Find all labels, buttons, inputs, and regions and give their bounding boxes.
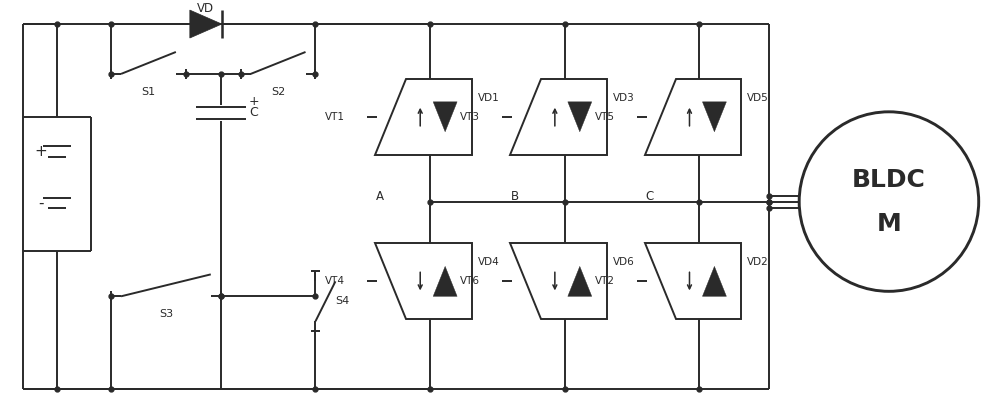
Text: VD6: VD6 bbox=[613, 257, 634, 268]
Text: -: - bbox=[38, 196, 44, 210]
Text: VD4: VD4 bbox=[478, 257, 500, 268]
Circle shape bbox=[799, 112, 979, 291]
Text: A: A bbox=[376, 190, 384, 203]
Text: VT6: VT6 bbox=[460, 276, 480, 286]
Text: +: + bbox=[35, 144, 48, 159]
Text: VD2: VD2 bbox=[747, 257, 769, 268]
Text: VD1: VD1 bbox=[478, 93, 500, 103]
Text: VT2: VT2 bbox=[595, 276, 615, 286]
Text: VT3: VT3 bbox=[460, 112, 480, 122]
Polygon shape bbox=[568, 102, 592, 132]
Text: VD5: VD5 bbox=[747, 93, 769, 103]
Polygon shape bbox=[190, 10, 222, 38]
Text: VD: VD bbox=[197, 2, 214, 15]
Polygon shape bbox=[645, 243, 741, 319]
Polygon shape bbox=[375, 243, 472, 319]
Text: +: + bbox=[248, 95, 259, 109]
Text: VT4: VT4 bbox=[325, 276, 345, 286]
Text: B: B bbox=[511, 190, 519, 203]
Polygon shape bbox=[375, 79, 472, 155]
Polygon shape bbox=[433, 266, 457, 296]
Polygon shape bbox=[702, 266, 726, 296]
Text: S1: S1 bbox=[141, 87, 156, 97]
Text: BLDC: BLDC bbox=[852, 168, 926, 192]
Text: S2: S2 bbox=[271, 87, 285, 97]
Text: C: C bbox=[645, 190, 654, 203]
Text: VT5: VT5 bbox=[595, 112, 615, 122]
Polygon shape bbox=[433, 102, 457, 132]
Text: VT1: VT1 bbox=[325, 112, 345, 122]
Text: S4: S4 bbox=[335, 296, 350, 306]
Polygon shape bbox=[645, 79, 741, 155]
Text: M: M bbox=[877, 212, 901, 236]
Text: VD3: VD3 bbox=[613, 93, 634, 103]
Polygon shape bbox=[702, 102, 726, 132]
Text: S3: S3 bbox=[159, 309, 173, 319]
Polygon shape bbox=[568, 266, 592, 296]
Polygon shape bbox=[510, 79, 607, 155]
Text: C: C bbox=[249, 106, 258, 119]
Polygon shape bbox=[510, 243, 607, 319]
